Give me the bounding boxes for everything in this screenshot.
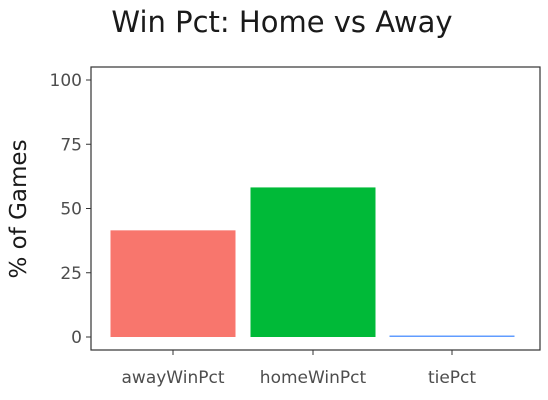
x-tick-label: awayWinPct [122,368,225,388]
x-tick-label: tiePct [428,368,476,388]
y-axis: 0 25 50 75 100 [50,71,91,348]
chart-title: Win Pct: Home vs Away [111,5,452,39]
bar-awayWinPct [110,230,236,337]
bar-tiePct [389,335,515,337]
bar-homeWinPct [250,187,376,337]
y-tick-label: 75 [60,135,82,155]
y-tick-label: 25 [60,264,82,284]
x-tick-label: homeWinPct [260,368,367,388]
y-tick-label: 100 [50,71,82,91]
x-axis: awayWinPct homeWinPct tiePct [122,350,476,388]
y-axis-title: % of Games [6,139,32,278]
y-tick-label: 50 [60,200,82,220]
bars-group [110,187,515,337]
y-tick-label: 0 [71,328,82,348]
